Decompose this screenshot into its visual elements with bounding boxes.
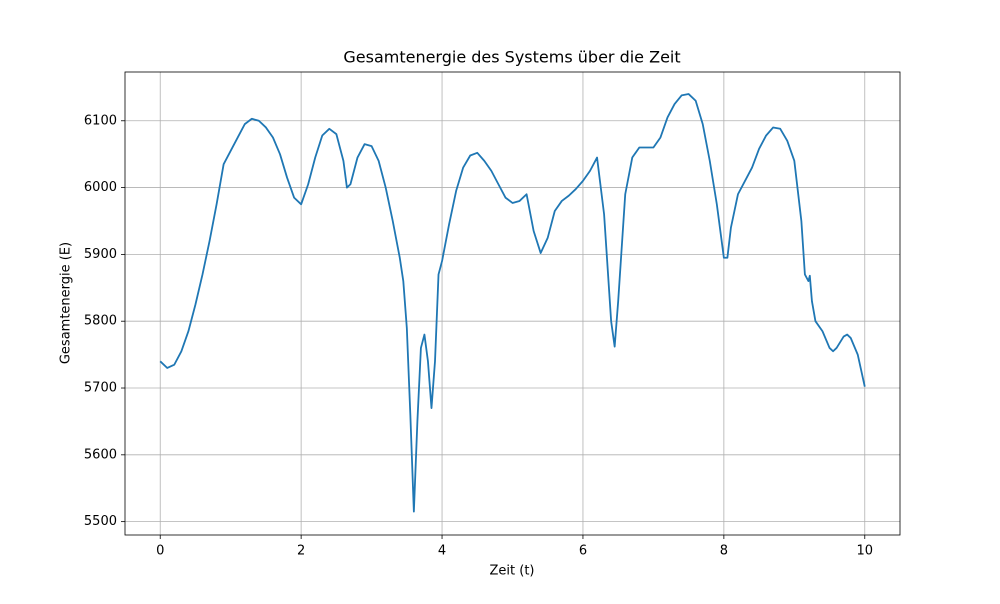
y-tick-label: 6100	[84, 113, 117, 128]
x-tick-label: 0	[156, 544, 164, 559]
y-tick-label: 5800	[84, 314, 117, 329]
x-tick-label: 4	[438, 544, 446, 559]
x-tick-label: 6	[579, 544, 587, 559]
grid	[125, 72, 900, 535]
y-tick-label: 5900	[84, 247, 117, 262]
axes-frame	[124, 71, 901, 536]
y-axis-label: Gesamtenergie (E)	[59, 242, 74, 364]
data-line	[159, 93, 866, 513]
x-axis-label: Zeit (t)	[490, 564, 535, 579]
y-tick-label: 5700	[84, 381, 117, 396]
chart-title: Gesamtenergie des Systems über die Zeit	[343, 48, 680, 67]
x-tick-label: 8	[720, 544, 728, 559]
x-tick-label: 2	[297, 544, 305, 559]
y-tick-label: 6000	[84, 180, 117, 195]
y-tick-label: 5500	[84, 514, 117, 529]
plot	[159, 93, 866, 513]
x-tick-label: 10	[856, 544, 873, 559]
y-tick-label: 5600	[84, 447, 117, 462]
